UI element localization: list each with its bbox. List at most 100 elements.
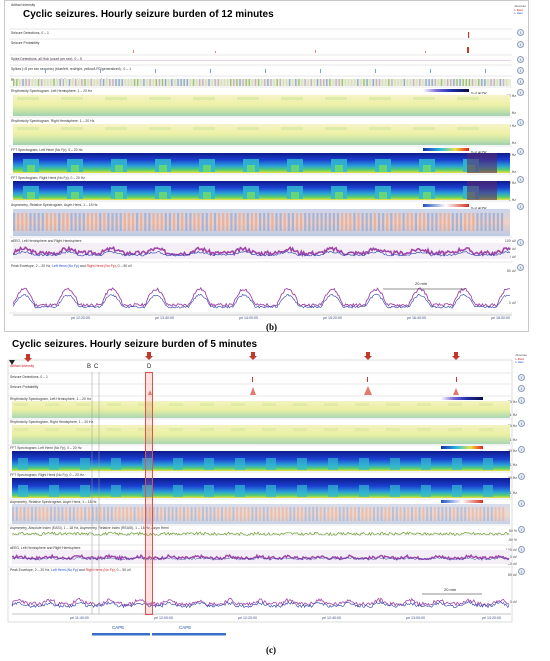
track-label: aEEG, Left Hemisphere and Right Hemisphe…	[11, 239, 82, 243]
track-label: Asymmetry, Absolute Index (EASI), 1 – 18…	[10, 526, 169, 530]
panel-b: Cyclic seizures. Hourly seizure burden o…	[4, 0, 529, 332]
scalebar-label: 20 min	[444, 587, 457, 592]
track-label: Seizure Detections, 0 – 1	[10, 375, 48, 379]
track-label: Spikes (>5 per sec seconds) (blue/left, …	[11, 67, 131, 71]
time-tick: pri 12:20:00	[71, 316, 90, 320]
track-settings-icon[interactable]: i	[517, 78, 524, 85]
y-tick: 20 Hz	[507, 400, 517, 404]
y-tick: 1 Hz	[509, 413, 517, 417]
time-tick: pri 11:40:00	[70, 616, 89, 620]
y-tick: 50 %	[509, 529, 517, 533]
panel-c-title: Cyclic seizures. Hourly seizure burden o…	[12, 339, 258, 350]
y-tick: 20 Hz	[506, 181, 516, 185]
colorbar-label: % of all PW	[471, 150, 487, 154]
y-tick: 20 Hz	[507, 449, 517, 453]
y-tick: 1 Hz	[508, 111, 516, 115]
track-label: Asymmetry, Relative Spectrogram, Asym He…	[11, 203, 98, 207]
y-tick: 50 uV	[507, 573, 517, 577]
track-label: Seizure Probability	[11, 41, 40, 45]
seizure-arrow-icon	[452, 352, 460, 360]
track-settings-icon[interactable]: i	[517, 41, 524, 48]
track-settings-icon[interactable]: i	[517, 89, 524, 96]
y-tick: 1 Hz	[508, 141, 516, 145]
seizure-arrow-icon	[249, 352, 257, 360]
y-tick: -50 %	[507, 538, 517, 542]
y-tick: 20 Hz	[507, 476, 517, 480]
track-settings-icon[interactable]: i	[517, 29, 524, 36]
seizure-arrow-icon	[364, 352, 372, 360]
time-tick: pri 12:40:00	[322, 616, 341, 620]
y-tick: 1 Hz	[509, 463, 517, 467]
seizure-arrow-icon	[145, 352, 153, 360]
track-label: Rhythmicity Spectrogram, Left Hemisphere…	[10, 397, 92, 401]
track-settings-icon[interactable]: i	[517, 119, 524, 126]
panel-c: Cyclic seizures. Hourly seizure burden o…	[4, 338, 529, 638]
track-settings-icon[interactable]: i	[518, 385, 525, 392]
y-tick: 20 Hz	[506, 94, 516, 98]
y-tick: 20 Hz	[506, 153, 516, 157]
y-tick: 10 uV	[507, 562, 517, 566]
y-tick: 1 Hz	[508, 170, 516, 174]
track-settings-icon[interactable]: i	[517, 56, 524, 63]
time-tick: pri 13:00:00	[406, 616, 425, 620]
track-label: Asymmetry, Relative Spectrogram, Asym He…	[10, 500, 97, 504]
y-tick: 1 Hz	[509, 491, 517, 495]
panel-c-letter: (c)	[266, 645, 276, 655]
track-label: Artifact Intensity	[10, 364, 35, 368]
track-label: Rhythmicity Spectrogram, Left Hemisphere…	[11, 89, 93, 93]
time-tick: pri 13:20:00	[482, 616, 501, 620]
panel-b-legend: Absolute L Rwd L Hem	[514, 4, 526, 16]
track-label: Artifact Intensity	[11, 3, 36, 7]
track-settings-icon[interactable]: i	[518, 446, 525, 453]
mark-label-b: B	[87, 364, 92, 370]
track-settings-icon[interactable]: i	[518, 526, 525, 533]
y-tick: 20 Hz	[507, 424, 517, 428]
track-label: Seizure Detections, 0 – 1	[11, 31, 49, 35]
y-tick: 50 uV	[506, 269, 516, 273]
panel-c-legend: Absolute L Rwd L Hem	[515, 353, 527, 365]
track-settings-icon[interactable]: i	[518, 420, 525, 427]
track-label: Peak Envelope, 2 – 20 Hz, Left Hemi (No …	[10, 568, 132, 572]
cape-label: CAPE	[112, 625, 125, 630]
track-settings-icon[interactable]: i	[517, 203, 524, 210]
track-settings-icon[interactable]: i	[518, 568, 525, 575]
y-tick: 100 uV	[504, 239, 516, 243]
track-label: Peak Envelope, 2 – 20 Hz, Left Hemi (No …	[11, 264, 133, 268]
panel-b-title: Cyclic seizures. Hourly seizure burden o…	[23, 9, 274, 20]
track-settings-icon[interactable]: i	[518, 374, 525, 381]
selection-d-highlight	[145, 372, 153, 615]
track-label: Rhythmicity Spectrogram, Right Hemispher…	[11, 119, 95, 123]
time-tick: pri 15:20:00	[323, 316, 342, 320]
time-tick: pri 14:00:00	[239, 316, 258, 320]
track-settings-icon[interactable]: i	[517, 148, 524, 155]
cape-label: CAPE	[179, 625, 192, 630]
y-tick: 50 uV	[506, 247, 516, 251]
track-settings-icon[interactable]: i	[517, 239, 524, 246]
track-settings-icon[interactable]: i	[518, 397, 525, 404]
track-label: aEEG, Left Hemisphere and Right Hemisphe…	[10, 546, 81, 550]
y-tick: 50 uV	[507, 555, 517, 559]
y-tick: 10 uV	[506, 255, 516, 259]
y-tick: 1 Hz	[508, 198, 516, 202]
track-label: FFT Spectrogram, Left Hemi (No Fp), 0 – …	[10, 446, 82, 450]
track-settings-icon[interactable]: i	[518, 500, 525, 507]
time-cursor-icon[interactable]	[9, 360, 15, 365]
mark-label-c: C	[94, 364, 99, 370]
track-settings-icon[interactable]: i	[517, 176, 524, 183]
track-settings-icon[interactable]: i	[518, 473, 525, 480]
time-tick: pri 18:00:00	[491, 316, 510, 320]
colorbar-label: % of all PW	[471, 206, 487, 210]
time-tick: pri 13:40:00	[155, 316, 174, 320]
track-label: Seizure Probability	[10, 385, 39, 389]
track-settings-icon[interactable]: i	[518, 546, 525, 553]
seizure-arrow-icon	[24, 354, 32, 362]
track-label: Spike Detections, all Hub (count per sec…	[11, 57, 82, 61]
track-settings-icon[interactable]: i	[517, 67, 524, 74]
time-tick: pri 12:20:00	[238, 616, 257, 620]
track-settings-icon[interactable]: i	[517, 264, 524, 271]
panel-c-graphics	[7, 359, 513, 636]
track-label: FFT Spectrogram, Right Hemi (No Fp), 0 –…	[11, 176, 85, 180]
mark-label-d: D	[147, 364, 152, 370]
y-tick: 20 Hz	[506, 124, 516, 128]
colorbar-label: % of all PW	[471, 91, 487, 95]
